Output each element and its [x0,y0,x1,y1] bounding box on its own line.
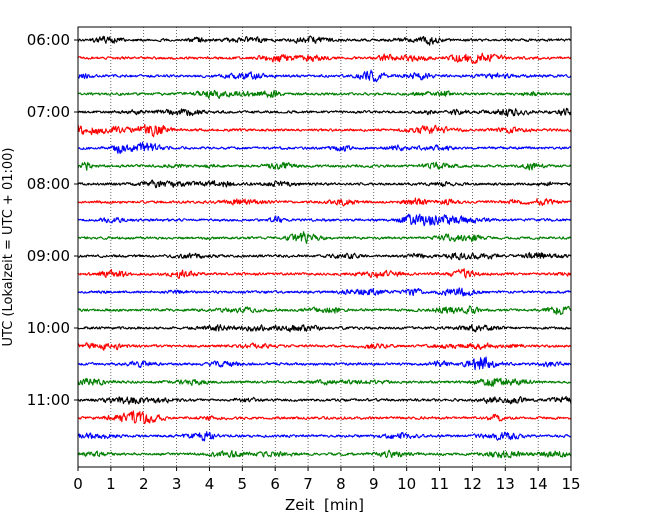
x-tick-label: 7 [303,475,313,493]
trace-0830 [77,213,572,227]
trace-0615 [77,52,572,64]
plot-background [78,27,571,467]
y-tick-label: 08:00 [27,175,70,193]
x-axis-ticks: 0 1 2 3 4 5 6 7 8 9 10 11 12 13 14 15 [73,467,581,493]
trace-1145 [77,449,572,459]
vertical-grid [110,27,539,467]
x-tick-label: 4 [205,475,215,493]
x-tick-label: 5 [238,475,248,493]
plot-frame [77,26,572,468]
traces [77,35,572,459]
x-tick-label: 9 [369,475,379,493]
x-tick-label: 13 [496,475,515,493]
trace-0845 [77,231,572,244]
x-tick-label: 6 [270,475,280,493]
trace-1115 [77,410,572,425]
trace-0745 [77,161,572,171]
trace-1045 [77,377,572,387]
x-tick-label: 2 [139,475,149,493]
x-tick-label: 14 [529,475,548,493]
trace-0630 [77,69,572,83]
trace-0600 [77,35,572,46]
y-tick-label: 09:00 [27,247,70,265]
trace-0700 [77,107,572,117]
y-axis-ticks: 06:00 07:00 08:00 09:00 10:00 11:00 [27,31,78,409]
trace-0900 [77,252,572,261]
trace-1030 [77,356,572,371]
x-tick-label: 3 [172,475,182,493]
trace-0715 [77,123,572,138]
y-tick-label: 10:00 [27,319,70,337]
y-tick-label: 11:00 [27,391,70,409]
x-tick-label: 1 [106,475,116,493]
y-tick-label: 07:00 [27,103,70,121]
trace-0730 [77,141,572,155]
x-tick-label: 11 [430,475,449,493]
trace-0815 [77,197,572,207]
trace-1130 [77,431,572,442]
x-tick-label: 12 [463,475,482,493]
y-axis-label: UTC (Lokalzeit = UTC + 01:00) [1,148,16,347]
trace-0915 [77,268,572,279]
trace-0800 [77,179,572,189]
x-tick-label: 15 [561,475,580,493]
trace-1015 [77,342,572,351]
trace-0945 [77,305,572,315]
x-tick-label: 10 [397,475,416,493]
trace-0645 [77,89,572,100]
trace-0930 [77,287,572,297]
x-tick-label: 0 [73,475,83,493]
trace-1000 [78,324,572,333]
trace-1100 [77,395,572,405]
x-axis-label: Zeit [min] [285,496,364,514]
x-tick-label: 8 [336,475,346,493]
y-tick-label: 06:00 [27,31,70,49]
